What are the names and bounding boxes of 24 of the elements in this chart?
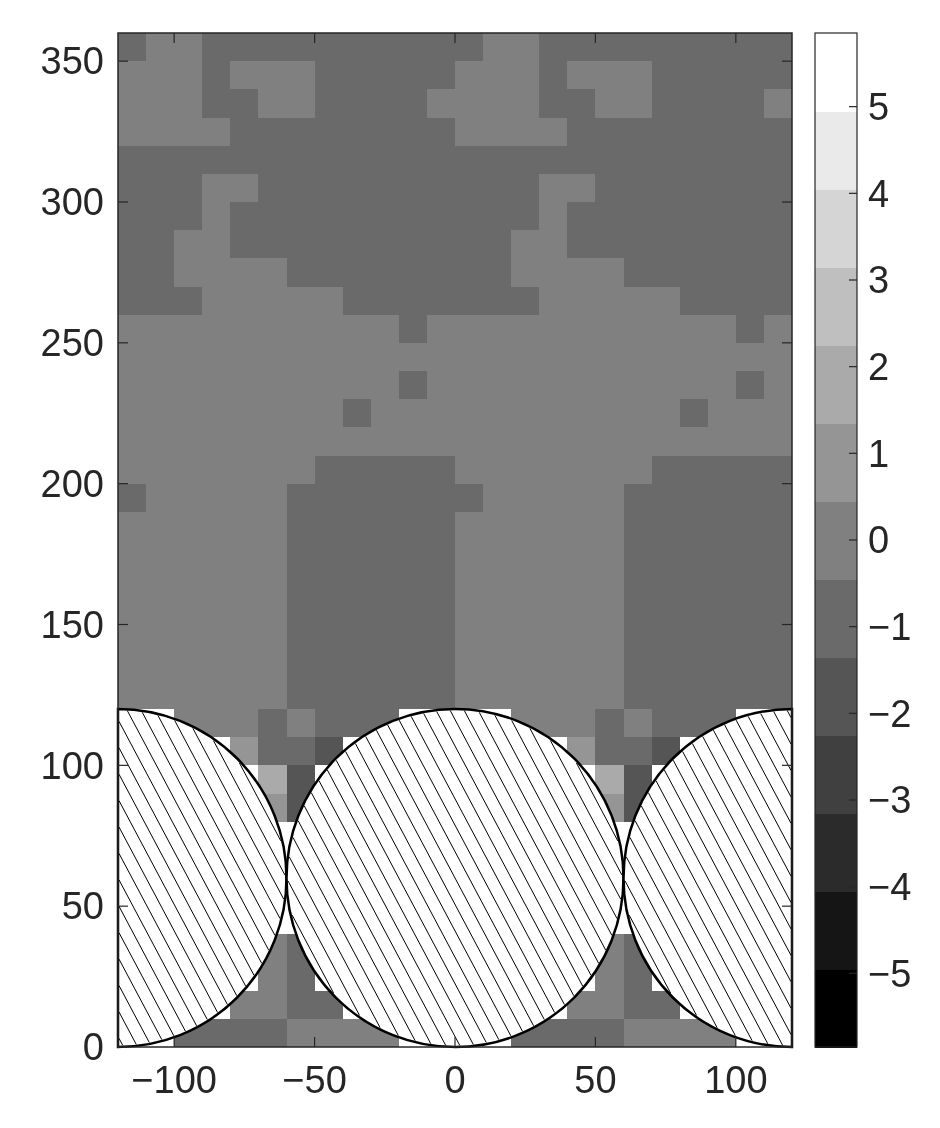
color-bar-label: 2 xyxy=(868,345,890,388)
y-tick-label: 250 xyxy=(40,322,104,365)
x-tick-label: 50 xyxy=(574,1059,617,1101)
color-bar-label: 4 xyxy=(868,172,890,215)
x-tick-label: −100 xyxy=(131,1059,217,1101)
color-bar-label: 0 xyxy=(868,519,890,562)
color-bar-label: −1 xyxy=(868,605,912,648)
x-tick-label: 0 xyxy=(444,1059,466,1101)
y-tick-label: 350 xyxy=(40,40,104,83)
color-bar-label: 1 xyxy=(868,432,890,475)
x-tick-label: −50 xyxy=(282,1059,347,1101)
color-bar-label: −5 xyxy=(868,952,912,995)
y-tick-label: 200 xyxy=(40,462,104,505)
color-bar-label: 5 xyxy=(868,85,890,128)
y-tick-label: 50 xyxy=(61,885,104,928)
color-bar-label: −2 xyxy=(868,692,912,735)
y-tick-label: 300 xyxy=(40,181,104,224)
x-tick-label: 100 xyxy=(704,1059,768,1101)
color-bar-label: −3 xyxy=(868,779,912,822)
y-tick-label: 0 xyxy=(82,1026,104,1069)
y-tick-label: 150 xyxy=(40,603,104,646)
color-bar-label: −4 xyxy=(868,865,912,908)
y-tick-label: 100 xyxy=(40,744,104,787)
color-bar-label: 3 xyxy=(868,259,890,302)
